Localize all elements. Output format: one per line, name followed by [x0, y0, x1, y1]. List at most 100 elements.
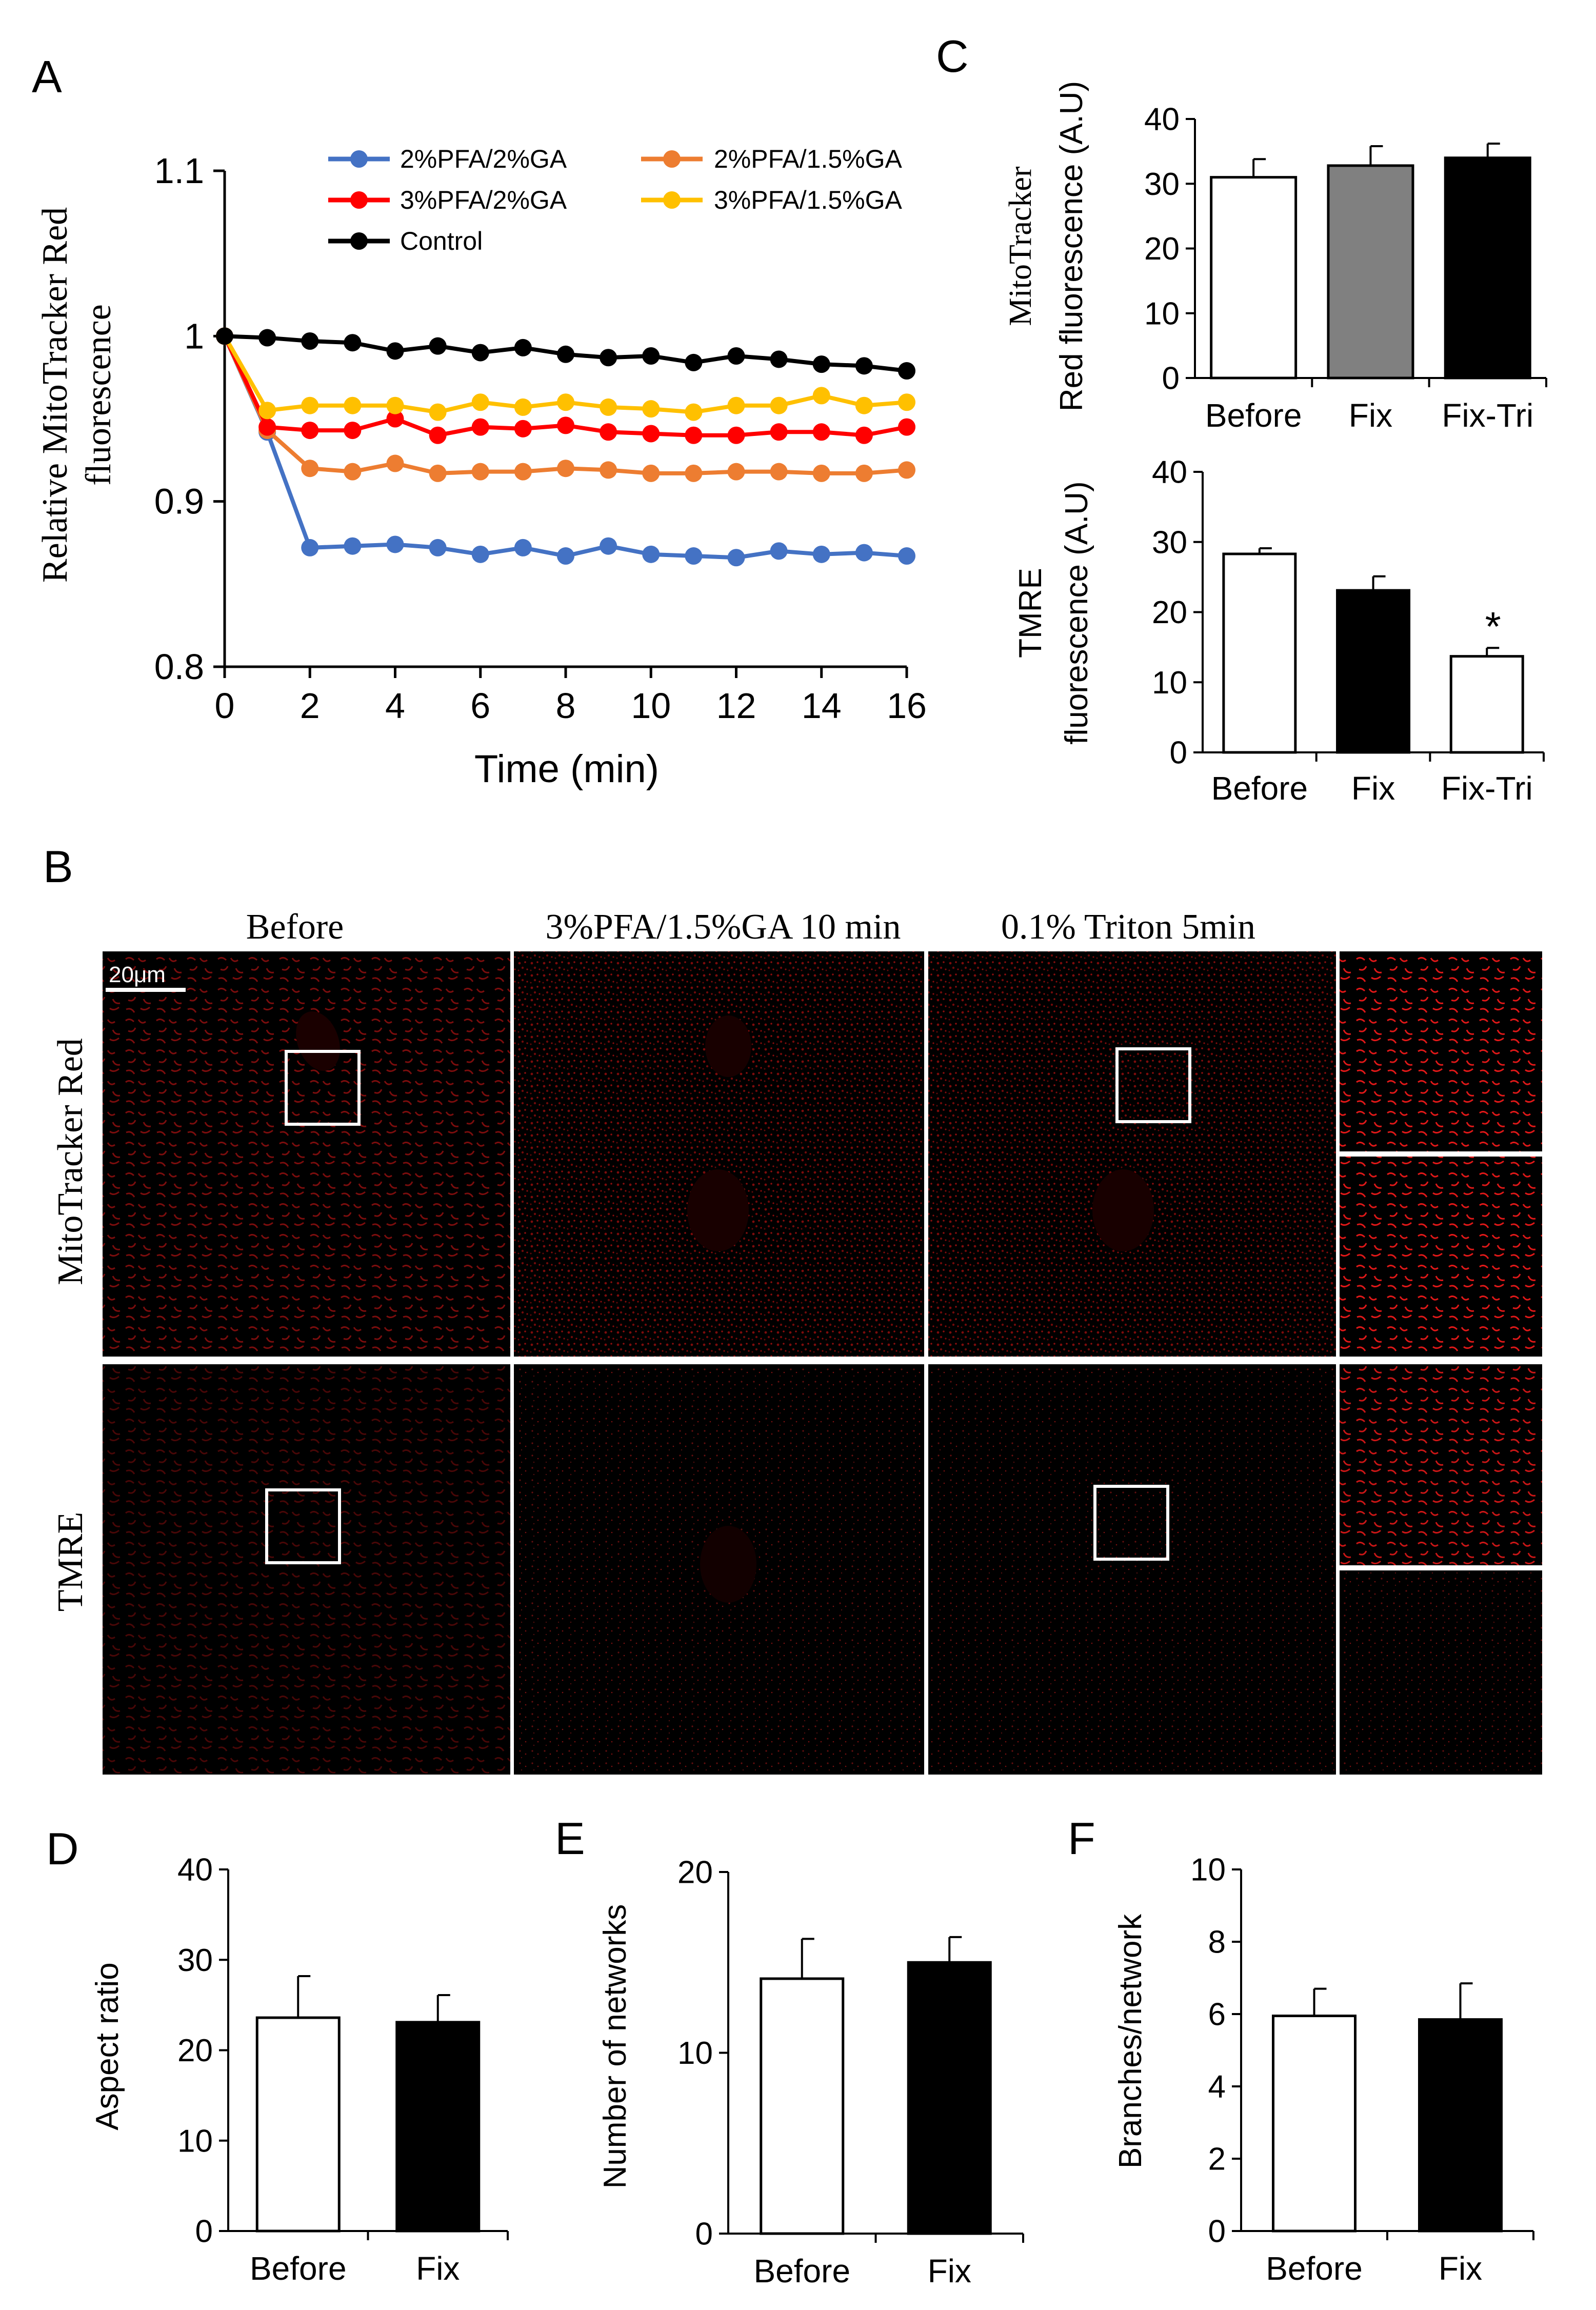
- data-point: [898, 418, 915, 436]
- zoom-inset-tmre-triton: [1340, 1570, 1542, 1775]
- panel-letter-e: E: [555, 1813, 585, 1864]
- data-point: [557, 416, 574, 434]
- bar: [1327, 164, 1414, 380]
- legend-label: 3%PFA/1.5%GA: [714, 186, 902, 214]
- line-plot-area: 0.8 0.9 1 1.1 0 2 4 6 8 10 12 14 16: [154, 151, 927, 726]
- bar: [760, 1977, 845, 2235]
- category-label: Fix-Tri: [1441, 770, 1533, 807]
- data-point: [770, 423, 788, 441]
- data-point: [600, 349, 617, 367]
- data-point: [258, 329, 276, 347]
- data-point: [429, 539, 447, 556]
- x-tick-label: 6: [470, 686, 490, 726]
- y-tick-label: 2: [1208, 2142, 1226, 2177]
- series-line: [223, 335, 907, 560]
- category-label: Before: [1211, 770, 1308, 807]
- y-axis-label: Number of networks: [597, 1904, 633, 2189]
- y-axis-label-line1: TMRE: [1013, 568, 1048, 658]
- y-tick-label: 20: [1152, 595, 1187, 630]
- data-point: [258, 402, 276, 420]
- data-point: [514, 398, 532, 416]
- data-point: [386, 454, 404, 472]
- data-point: [514, 420, 532, 437]
- legend-item: 2%PFA/2%GA: [328, 145, 567, 173]
- panel-letter-f: F: [1068, 1813, 1095, 1864]
- data-point: [514, 338, 532, 356]
- y-tick-label: 40: [1144, 102, 1180, 137]
- zoom-inset-tmre-before: [1340, 1364, 1542, 1565]
- data-point: [642, 425, 660, 443]
- y-tick-label: 1.1: [154, 151, 204, 191]
- panel-a: A Relative MitoTracker Red fluorescence …: [32, 51, 927, 791]
- data-point: [898, 547, 915, 565]
- y-tick-label: 30: [1144, 167, 1180, 202]
- data-point: [344, 537, 362, 555]
- bar: [1418, 2018, 1503, 2233]
- x-tick-label: 10: [631, 686, 671, 726]
- bar: [1222, 552, 1297, 754]
- y-axis-label-line2: Red fluorescence (A.U): [1054, 81, 1089, 411]
- row-label: MitoTracker Red: [51, 1038, 90, 1285]
- y-tick-label: 10: [677, 2036, 713, 2071]
- data-point: [812, 387, 830, 405]
- y-tick-label: 40: [177, 1853, 213, 1888]
- data-point: [258, 418, 276, 436]
- data-point: [557, 393, 574, 411]
- data-point: [685, 403, 703, 421]
- x-tick-label: 0: [215, 686, 235, 726]
- panel-letter-a: A: [32, 51, 62, 102]
- y-tick-label: 10: [177, 2123, 213, 2159]
- row-label: TMRE: [51, 1512, 90, 1611]
- y-tick-label: 0: [1170, 735, 1187, 771]
- data-point: [429, 403, 447, 421]
- legend-item: 3%PFA/2%GA: [328, 186, 567, 214]
- y-tick-label: 8: [1208, 1925, 1226, 1960]
- category-label: Before: [1205, 397, 1302, 434]
- data-point: [600, 423, 617, 441]
- panel-f: F Branches/network 0 2 4 6 8 10 Before Fix: [1068, 1813, 1534, 2287]
- scale-bar-label: 20μm: [109, 962, 166, 987]
- data-point: [855, 426, 873, 444]
- data-point: [770, 396, 788, 414]
- data-point: [600, 398, 617, 416]
- data-point: [301, 332, 319, 350]
- category-label: Before: [250, 2250, 347, 2287]
- data-point: [727, 426, 745, 444]
- panel-b: B Before 3%PFA/1.5%GA 10 min 0.1% Triton…: [43, 841, 1542, 1775]
- x-tick-label: 4: [385, 686, 405, 726]
- zoom-inset-mitotracker-before: [1340, 951, 1542, 1151]
- category-label: Fix: [1349, 397, 1392, 434]
- y-tick-label: 10: [1144, 296, 1180, 331]
- micrograph-mitotracker-triton: [928, 951, 1336, 1357]
- x-tick-label: 14: [802, 686, 842, 726]
- zoom-box: [1093, 1485, 1169, 1561]
- line-chart: Relative MitoTracker Red fluorescence 0.…: [35, 145, 927, 791]
- data-point: [429, 464, 447, 482]
- data-point: [301, 460, 319, 477]
- bar-chart-mitotracker: MitoTracker Red fluorescence (A.U) 0 10 20…: [1003, 81, 1547, 434]
- y-tick-label: 0.9: [154, 482, 204, 522]
- panel-letter-b: B: [43, 841, 73, 892]
- bar: [1444, 156, 1531, 380]
- data-point: [812, 464, 830, 482]
- bar: [1272, 2015, 1356, 2233]
- legend-label: 2%PFA/2%GA: [400, 145, 567, 173]
- data-point: [301, 539, 319, 556]
- data-point: [685, 426, 703, 444]
- legend-label: Control: [400, 227, 483, 255]
- category-label: Fix-Tri: [1442, 397, 1533, 434]
- column-title: 0.1% Triton 5min: [1001, 907, 1255, 947]
- y-axis-label: Branches/network: [1113, 1914, 1148, 2168]
- category-label: Before: [753, 2253, 850, 2289]
- bar: [1210, 176, 1298, 380]
- data-point: [855, 357, 873, 375]
- bar-plot-area: 0 10 20 30 40 Before Fix: [177, 1853, 509, 2287]
- data-point: [471, 393, 489, 411]
- data-point: [727, 347, 745, 365]
- y-tick-label: 0: [195, 2214, 213, 2249]
- legend: 2%PFA/2%GA 2%PFA/1.5%GA 3%PFA/2%GA 3%PFA…: [328, 145, 902, 255]
- y-tick-label: 40: [1152, 455, 1187, 490]
- category-label: Fix: [416, 2250, 460, 2287]
- y-tick-label: 20: [677, 1855, 713, 1890]
